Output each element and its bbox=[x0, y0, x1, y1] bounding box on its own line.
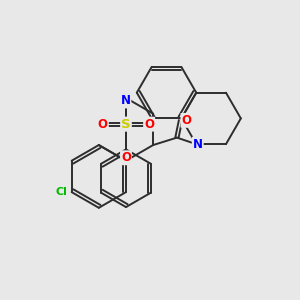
Text: N: N bbox=[193, 138, 203, 151]
Text: O: O bbox=[182, 114, 191, 127]
Text: O: O bbox=[144, 118, 154, 130]
Text: O: O bbox=[98, 118, 108, 130]
Text: S: S bbox=[121, 118, 131, 130]
Text: N: N bbox=[120, 94, 130, 107]
Text: Cl: Cl bbox=[55, 187, 67, 197]
Text: O: O bbox=[121, 151, 131, 164]
